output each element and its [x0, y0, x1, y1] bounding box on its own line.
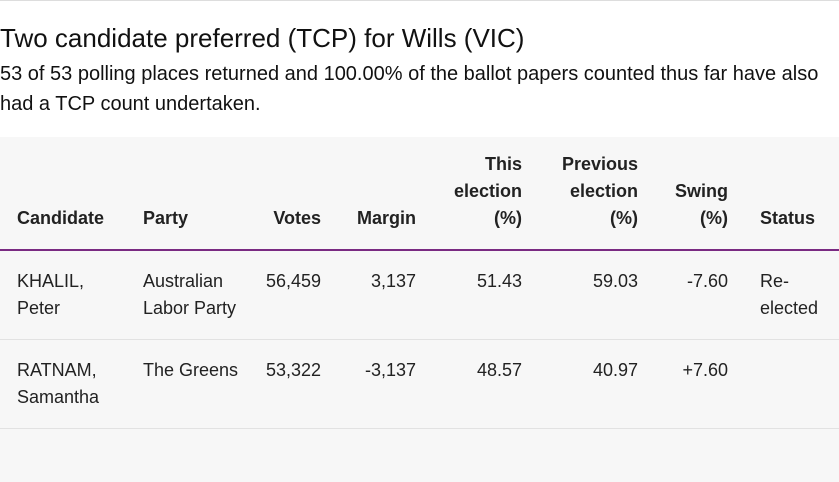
cell: The Greens — [127, 339, 245, 429]
cell — [744, 339, 839, 429]
header-row: Candidate Party Votes Margin This electi… — [0, 137, 839, 251]
title: Two candidate preferred (TCP) for Wills … — [0, 23, 525, 53]
column-header[interactable]: Previous election (%) — [538, 137, 654, 251]
cell: 56,459 — [245, 250, 337, 340]
column-header[interactable]: Party — [127, 137, 245, 251]
results-table: Candidate Party Votes Margin This electi… — [0, 137, 839, 429]
column-header[interactable]: This election (%) — [432, 137, 538, 251]
table-container: Candidate Party Votes Margin This electi… — [0, 137, 839, 482]
cell: Australian Labor Party — [127, 250, 245, 340]
table-row: RATNAM, Samantha The Greens 53,322 -3,13… — [0, 339, 839, 429]
column-header[interactable]: Swing (%) — [654, 137, 744, 251]
table-row: KHALIL, Peter Australian Labor Party 56,… — [0, 250, 839, 340]
column-header[interactable]: Margin — [337, 137, 432, 251]
cell: -3,137 — [337, 339, 432, 429]
column-header[interactable]: Candidate — [0, 137, 127, 251]
cell: 40.97 — [538, 339, 654, 429]
column-header[interactable]: Votes — [245, 137, 337, 251]
cell: Re-elected — [744, 250, 839, 340]
cell: RATNAM, Samantha — [0, 339, 127, 429]
subtitle: 53 of 53 polling places returned and 100… — [0, 63, 819, 115]
cell: 3,137 — [337, 250, 432, 340]
cell: 59.03 — [538, 250, 654, 340]
cell: 53,322 — [245, 339, 337, 429]
divider — [0, 0, 839, 1]
column-header[interactable]: Status — [744, 137, 839, 251]
cell: KHALIL, Peter — [0, 250, 127, 340]
cell: 48.57 — [432, 339, 538, 429]
cell: -7.60 — [654, 250, 744, 340]
cell: +7.60 — [654, 339, 744, 429]
cell: 51.43 — [432, 250, 538, 340]
